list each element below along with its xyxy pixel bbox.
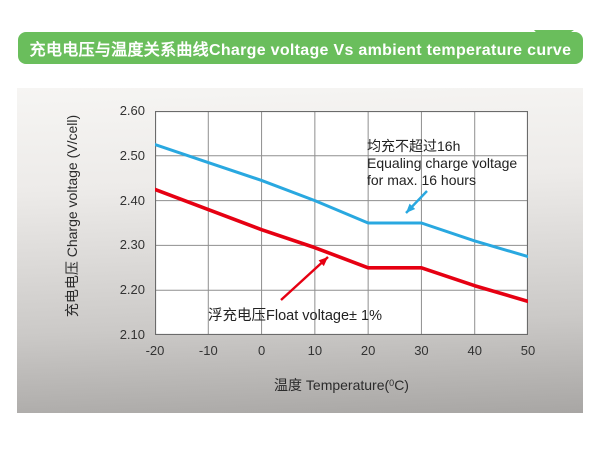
x-tick-label: 10 [307,343,323,358]
equalizing-annotation-arrow-head [406,203,416,213]
x-tick-label: 40 [467,343,482,358]
x-tick-label: -10 [198,343,218,358]
y-tick-label: 2.10 [119,327,145,342]
float-annotation-arrow [280,256,329,301]
y-tick-label: 2.50 [119,147,145,163]
annotation-equalizing-charge: 均充不超过16h Equaling charge voltage for max… [367,138,517,189]
chart-canvas [155,111,528,335]
annotation-equalizing-line2: Equaling charge voltage [367,155,518,171]
x-axis-label-unit: C) [394,377,409,393]
x-tick-label: 30 [414,343,429,358]
x-tick-label: 50 [520,343,536,358]
y-tick-labels: 2.60 2.50 2.40 2.30 2.20 2.10 [103,88,145,413]
annotation-float-voltage: 浮充电压Float voltage± 1% [208,308,382,324]
plot-border [155,111,528,335]
float-annotation-arrow-head [318,257,328,267]
annotation-equalizing-line3: for max. 16 hours [367,172,476,188]
chart-panel: 充电电压 Charge voltage (V/cell) 2.60 2.50 2.4… [17,88,583,413]
y-tick-label: 2.60 [119,103,145,118]
title-banner: 充电电压与温度关系曲线Charge voltage Vs ambient tem… [18,32,583,64]
plot-area: 均充不超过16h Equaling charge voltage for max… [155,111,528,335]
x-axis-label: 温度 Temperature(0C) [155,375,528,395]
y-tick-label: 2.40 [119,192,145,208]
equalizing-voltage-curve [155,143,528,259]
x-tick-labels: -20 -10 0 10 20 30 40 50 [17,88,583,413]
x-axis-label-degree-sup: 0 [389,378,395,388]
x-tick-label: 20 [360,343,376,358]
y-tick-label: 2.20 [119,282,145,298]
x-tick-label: -20 [145,343,165,358]
annotation-equalizing-line1: 均充不超过16h [367,138,461,154]
x-tick-label: 0 [257,343,266,358]
x-axis-label-text: 温度 Temperature( [274,377,390,393]
float-voltage-curve [155,187,528,304]
y-tick-label: 2.30 [119,237,145,253]
page-title: 充电电压与温度关系曲线Charge voltage Vs ambient tem… [29,42,572,59]
